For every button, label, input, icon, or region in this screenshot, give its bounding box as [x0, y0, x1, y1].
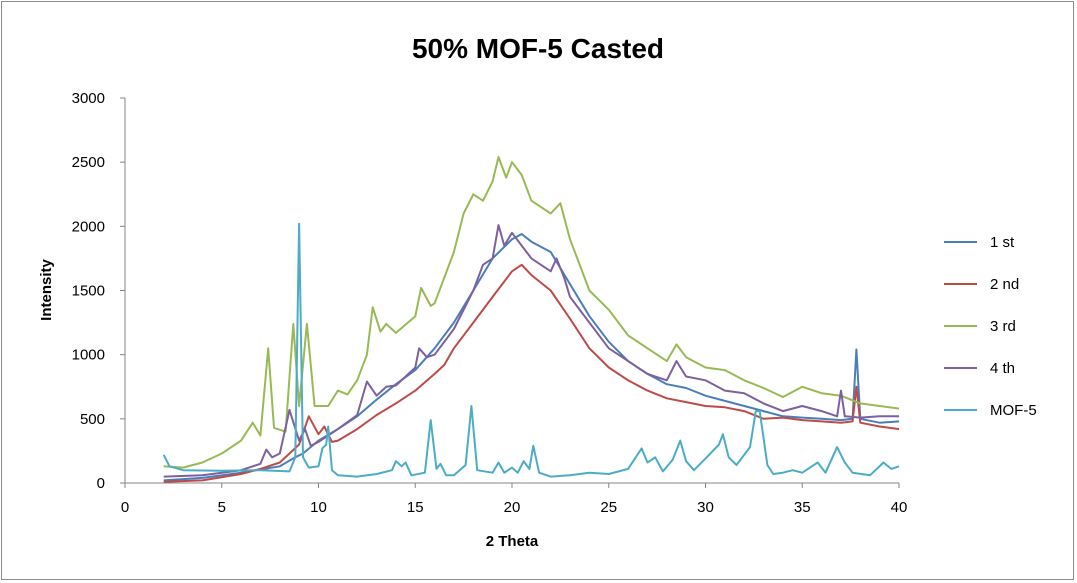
legend-label: MOF-5: [990, 402, 1037, 419]
y-tick-label: 1500: [72, 283, 105, 300]
x-tick-label: 5: [218, 499, 226, 516]
chart-title: 50% MOF-5 Casted: [412, 33, 664, 64]
legend-label: 2 nd: [990, 276, 1019, 293]
x-axis-label: 2 Theta: [486, 533, 539, 550]
series-line-mof-5: [162, 222, 900, 478]
y-axis-label: Intensity: [38, 259, 55, 321]
series-group: [162, 156, 900, 483]
x-tick-label: 10: [310, 499, 327, 516]
axes: 0 5 10 15 20 25 30 35 40 0 500 1000 1500 2000 2500 3000: [72, 90, 908, 516]
y-tick-label: 2000: [72, 218, 105, 235]
x-tick-label: 20: [504, 499, 521, 516]
x-tick-label: 40: [891, 499, 908, 516]
y-tick-label: 1000: [72, 347, 105, 364]
series-line-2-nd: [163, 263, 900, 483]
y-tick-label: 3000: [72, 90, 105, 107]
x-tick-label: 25: [600, 499, 617, 516]
x-tick-label: 15: [407, 499, 424, 516]
series-line-4-th: [163, 224, 899, 478]
x-tick-label: 35: [794, 499, 811, 516]
x-tick-label: 30: [697, 499, 714, 516]
series-line-1-st: [163, 233, 900, 482]
legend: 1 st 2 nd 3 rd 4 th MOF-5: [944, 234, 1037, 419]
legend-label: 1 st: [990, 234, 1015, 251]
y-tick-label: 0: [97, 475, 105, 492]
series-line-3-rd: [163, 156, 900, 469]
y-tick-label: 500: [80, 411, 105, 428]
legend-label: 4 th: [990, 360, 1015, 377]
legend-label: 3 rd: [990, 318, 1016, 335]
y-tick-label: 2500: [72, 154, 105, 171]
x-tick-label: 0: [121, 499, 129, 516]
